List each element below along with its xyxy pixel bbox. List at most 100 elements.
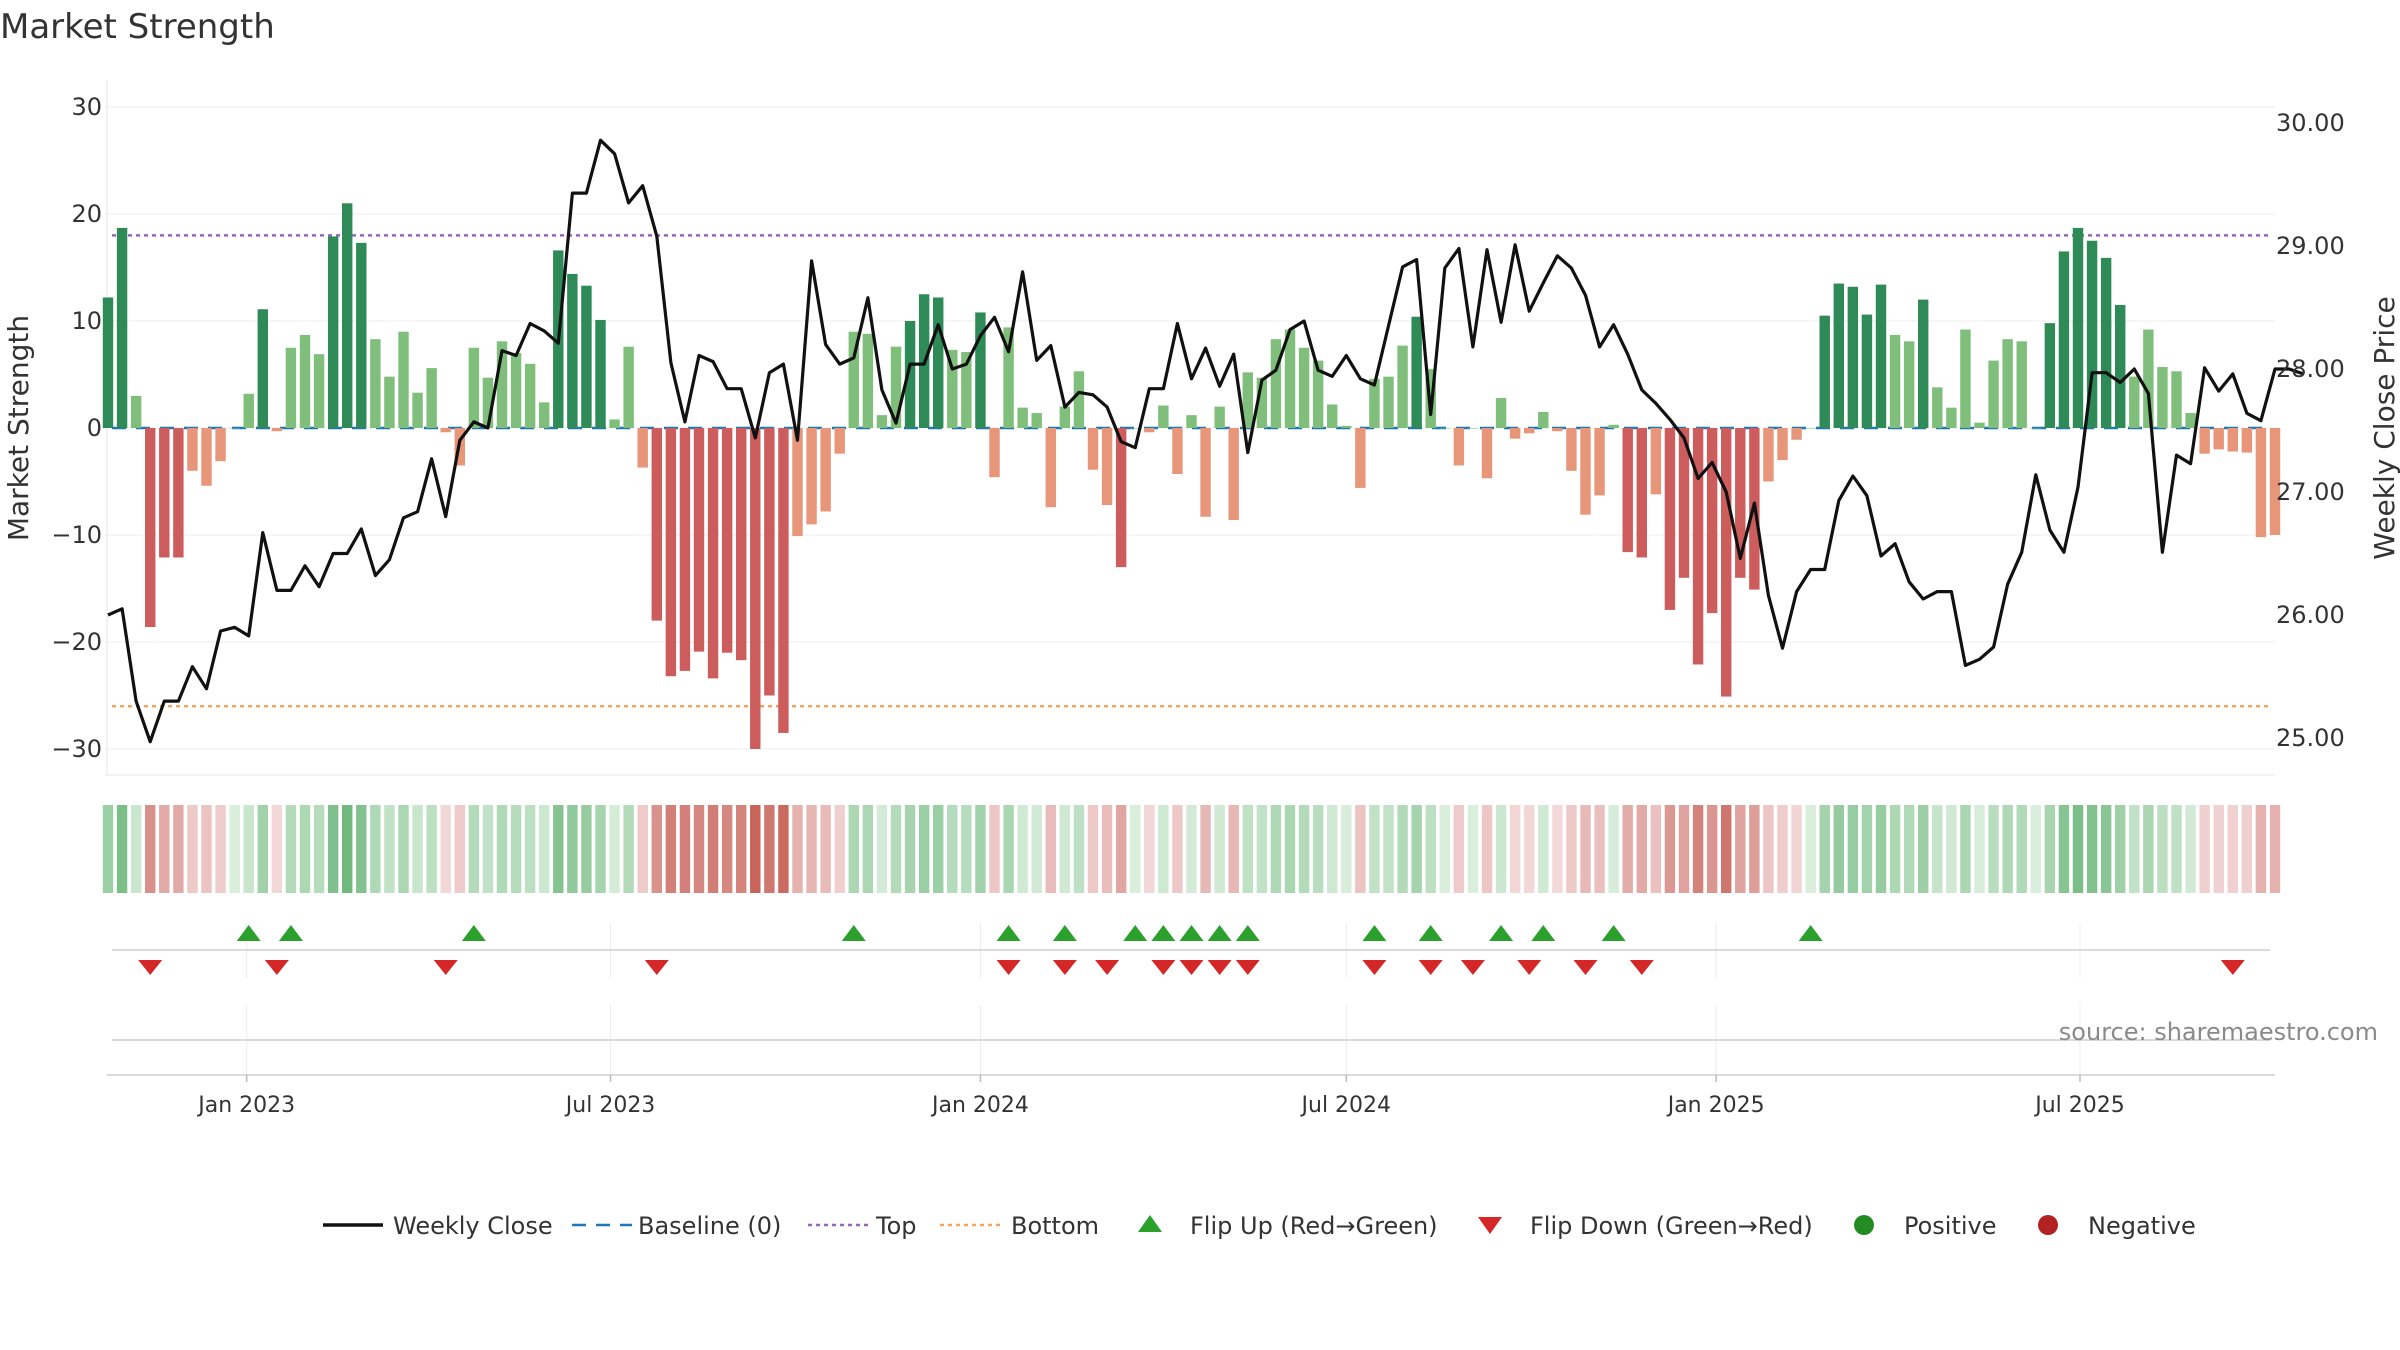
strength-bar (356, 242, 367, 428)
strip-cell (1495, 805, 1507, 893)
sign-panel (107, 1039, 2275, 1076)
flip-down-marker (264, 960, 289, 975)
x-tick-label: Jul 2025 (2033, 1093, 2125, 1118)
strength-bar (2241, 428, 2253, 453)
flip-up-marker (841, 925, 866, 941)
strength-bar (1017, 407, 1028, 428)
strength-bar (890, 346, 902, 428)
strip-cell (2115, 805, 2126, 893)
strength-bar (243, 393, 254, 428)
strength-bar (2255, 428, 2267, 538)
strength-bar (1453, 428, 1465, 466)
legend-label: Negative (2088, 1212, 2196, 1240)
strength-bar (1918, 299, 1929, 428)
strength-bar (1833, 283, 1844, 428)
left-tick-label: −10 (51, 521, 102, 549)
strength-bar (285, 347, 297, 428)
flip-down-marker (2220, 960, 2245, 975)
legend-item-baseline: Baseline (0) (572, 1212, 781, 1240)
strip-cell (2241, 805, 2253, 893)
flip-up-marker (1235, 925, 1260, 941)
legend-item-weekly-close: Weekly Close (323, 1212, 553, 1240)
strip-cell (918, 805, 930, 893)
strength-bar (989, 428, 1000, 478)
strip-cell (1270, 805, 1282, 893)
strength-bar (2171, 371, 2182, 428)
legend-label: Top (875, 1212, 917, 1240)
flip-markers-panel (112, 925, 2270, 975)
strength-bar (1678, 428, 1690, 578)
flip-up-marker (1489, 925, 1514, 941)
strength-bar (904, 321, 916, 428)
flip-up-marker (1798, 925, 1823, 941)
strip-cell (1875, 805, 1887, 893)
strength-bar (299, 334, 311, 428)
strip-cell (1115, 805, 1127, 893)
strip-cell (1721, 805, 1732, 893)
strength-bar (2157, 367, 2168, 428)
strength-bar (342, 203, 353, 428)
strip-cell (820, 805, 831, 893)
strip-cell (1805, 805, 1816, 893)
strength-bar (2100, 257, 2112, 428)
strip-cell (1481, 805, 1493, 893)
strip-cell (145, 805, 156, 893)
strength-bar (820, 428, 831, 512)
strip-cell (187, 805, 198, 893)
strength-bar (1763, 428, 1774, 482)
strength-bar (1087, 428, 1099, 470)
x-tick-label: Jan 2024 (930, 1093, 1029, 1118)
strength-bar (806, 428, 817, 525)
strength-bar (412, 392, 423, 428)
strength-bar (468, 347, 480, 428)
strength-bar (1988, 360, 1999, 428)
strength-bars (102, 203, 2281, 749)
strip-cell (679, 805, 691, 893)
strip-cell (1664, 805, 1676, 893)
legend-label: Baseline (0) (638, 1212, 781, 1240)
strip-cell (637, 805, 648, 893)
strength-bar (1172, 428, 1183, 475)
legend-label: Flip Up (Red→Green) (1190, 1212, 1438, 1240)
strength-bar (130, 395, 142, 428)
flip-down-marker (1573, 960, 1598, 975)
flip-up-marker (278, 925, 303, 941)
strength-bar (1298, 347, 1310, 428)
left-tick-label: 0 (87, 414, 102, 442)
strip-cell (2002, 805, 2013, 893)
strip-cell (975, 805, 986, 893)
x-tick-label: Jan 2025 (1666, 1093, 1765, 1118)
strip-cell (1130, 805, 1141, 893)
strip-cell (609, 805, 620, 893)
strip-cell (1861, 805, 1873, 893)
strip-cell (2044, 805, 2056, 893)
strength-bar (792, 428, 803, 537)
legend-swatch (2038, 1215, 2058, 1235)
strength-bar (398, 331, 409, 428)
right-tick-label: 26.00 (2276, 601, 2345, 629)
strength-bar (1341, 425, 1352, 428)
strip-cell (1946, 805, 1957, 893)
legend-swatch (1478, 1217, 1502, 1234)
strength-bar (1538, 411, 1549, 428)
strip-cell (130, 805, 142, 893)
strip-cell (1045, 805, 1056, 893)
strip-cell (102, 805, 114, 893)
strength-bar (187, 428, 198, 471)
strength-bar (1411, 316, 1422, 428)
strip-cell (1017, 805, 1028, 893)
strength-bar (2072, 227, 2084, 428)
strength-bar (1509, 428, 1521, 439)
flip-down-marker (433, 960, 458, 975)
flip-down-marker (1235, 960, 1260, 975)
strip-cell (426, 805, 437, 893)
strength-bar (623, 346, 634, 428)
flip-down-marker (138, 960, 163, 975)
flip-up-marker (1362, 925, 1387, 941)
strength-bar (1594, 428, 1605, 496)
strength-bar (736, 428, 747, 661)
strip-cell (665, 805, 677, 893)
strip-cell (2213, 805, 2224, 893)
strength-bar (2115, 304, 2126, 428)
strength-bar (1636, 428, 1647, 558)
